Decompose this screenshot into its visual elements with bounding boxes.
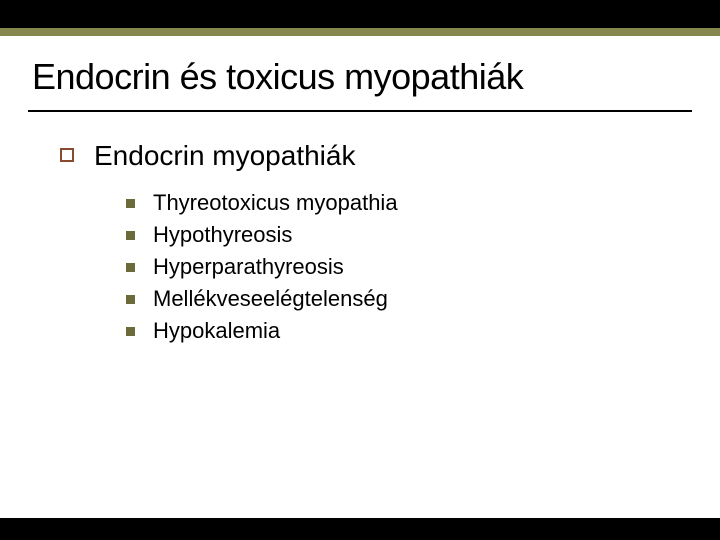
square-outline-bullet-icon xyxy=(60,148,74,162)
list-level2-item: Thyreotoxicus myopathia xyxy=(126,190,660,216)
square-bullet-icon xyxy=(126,263,135,272)
list-level2-item: Hyperparathyreosis xyxy=(126,254,660,280)
list-level1-item: Endocrin myopathiák xyxy=(60,140,660,172)
list-level2-group: Thyreotoxicus myopathia Hypothyreosis Hy… xyxy=(60,190,660,344)
list-level2-text: Mellékveseelégtelenség xyxy=(153,286,388,312)
title-area: Endocrin és toxicus myopathiák xyxy=(0,36,720,104)
list-level2-text: Thyreotoxicus myopathia xyxy=(153,190,398,216)
square-bullet-icon xyxy=(126,327,135,336)
slide-title: Endocrin és toxicus myopathiák xyxy=(32,56,696,98)
list-level2-text: Hypothyreosis xyxy=(153,222,292,248)
content-area: Endocrin myopathiák Thyreotoxicus myopat… xyxy=(0,112,720,344)
square-bullet-icon xyxy=(126,231,135,240)
list-level2-text: Hypokalemia xyxy=(153,318,280,344)
top-band xyxy=(0,0,720,28)
accent-band xyxy=(0,28,720,36)
list-level1-text: Endocrin myopathiák xyxy=(94,140,355,172)
list-level2-item: Hypokalemia xyxy=(126,318,660,344)
bottom-band xyxy=(0,518,720,540)
list-level2-item: Hypothyreosis xyxy=(126,222,660,248)
square-bullet-icon xyxy=(126,199,135,208)
square-bullet-icon xyxy=(126,295,135,304)
list-level2-text: Hyperparathyreosis xyxy=(153,254,344,280)
list-level2-item: Mellékveseelégtelenség xyxy=(126,286,660,312)
